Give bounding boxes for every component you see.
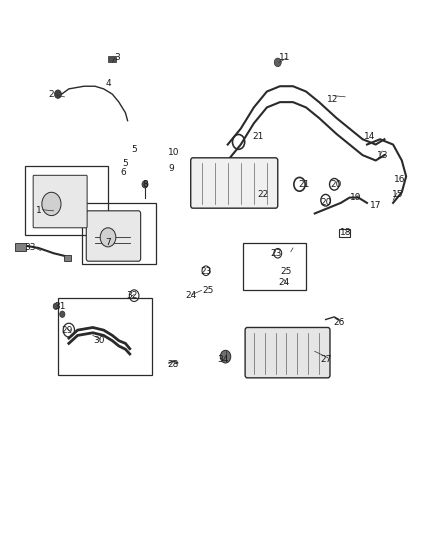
Bar xyxy=(15,243,26,251)
FancyBboxPatch shape xyxy=(86,211,141,261)
Text: 23: 23 xyxy=(200,268,212,276)
Circle shape xyxy=(100,228,116,247)
Text: 20: 20 xyxy=(320,198,331,207)
Text: 20: 20 xyxy=(331,180,342,189)
Text: 21: 21 xyxy=(298,180,310,189)
Text: 9: 9 xyxy=(168,164,174,173)
Text: 25: 25 xyxy=(202,286,214,295)
FancyBboxPatch shape xyxy=(245,327,330,378)
Text: 30: 30 xyxy=(94,336,105,345)
Bar xyxy=(82,203,156,264)
Bar xyxy=(64,255,71,261)
Text: 18: 18 xyxy=(339,228,351,237)
Text: 33: 33 xyxy=(24,244,35,253)
Circle shape xyxy=(60,311,65,317)
FancyBboxPatch shape xyxy=(191,158,278,208)
Circle shape xyxy=(220,350,231,363)
Circle shape xyxy=(42,192,61,216)
Circle shape xyxy=(54,90,61,99)
Text: 19: 19 xyxy=(350,193,362,202)
Text: 28: 28 xyxy=(168,360,179,369)
Text: 34: 34 xyxy=(218,355,229,364)
Text: 5: 5 xyxy=(131,146,137,155)
Circle shape xyxy=(274,58,281,67)
Text: 11: 11 xyxy=(279,53,290,62)
Text: 7: 7 xyxy=(105,238,111,247)
Text: 6: 6 xyxy=(120,167,126,176)
Text: 14: 14 xyxy=(364,132,375,141)
Text: 17: 17 xyxy=(370,201,381,210)
Bar xyxy=(339,229,350,237)
Bar xyxy=(243,243,306,290)
Text: 15: 15 xyxy=(392,190,403,199)
Text: 5: 5 xyxy=(123,159,128,167)
Text: 10: 10 xyxy=(168,148,179,157)
Bar xyxy=(25,166,108,235)
Text: 23: 23 xyxy=(270,249,281,258)
Circle shape xyxy=(142,181,148,188)
Bar xyxy=(108,56,116,62)
Text: 32: 32 xyxy=(126,291,138,300)
Text: 16: 16 xyxy=(394,174,405,183)
Text: 22: 22 xyxy=(257,190,268,199)
Text: 24: 24 xyxy=(185,291,196,300)
Text: 3: 3 xyxy=(114,53,120,62)
Text: 12: 12 xyxy=(326,95,338,104)
FancyBboxPatch shape xyxy=(33,175,87,228)
Bar xyxy=(58,298,152,375)
Text: 29: 29 xyxy=(61,326,72,335)
Text: 24: 24 xyxy=(279,278,290,287)
Text: 8: 8 xyxy=(142,180,148,189)
Circle shape xyxy=(53,303,58,310)
Text: 26: 26 xyxy=(333,318,344,327)
Text: 25: 25 xyxy=(281,268,292,276)
Text: 1: 1 xyxy=(35,206,41,215)
Text: 31: 31 xyxy=(54,302,66,311)
Text: 4: 4 xyxy=(105,79,111,88)
Text: 27: 27 xyxy=(320,355,331,364)
Text: 21: 21 xyxy=(252,132,264,141)
Text: 2: 2 xyxy=(49,90,54,99)
Text: 13: 13 xyxy=(376,151,388,160)
